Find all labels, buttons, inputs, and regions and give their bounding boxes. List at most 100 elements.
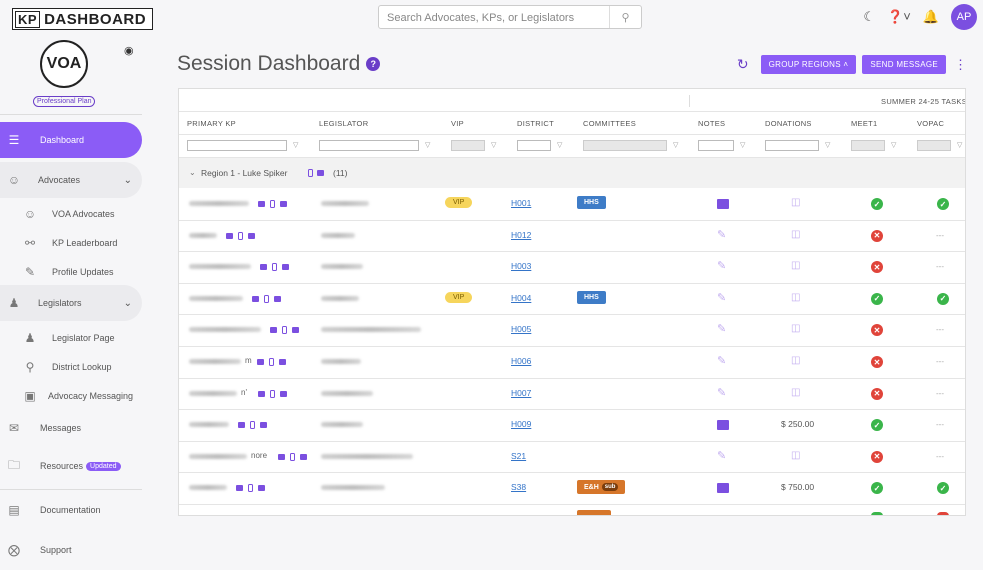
check-icon[interactable]: ✓ (871, 198, 883, 210)
col-legislator[interactable]: LEGISLATOR (319, 119, 369, 128)
note-edit-icon[interactable]: ✎ (717, 260, 727, 273)
filter-icon[interactable]: ▽ (891, 142, 897, 149)
search-icon[interactable]: ⚲ (609, 6, 641, 28)
sidebar-item-legislators[interactable]: ♟ Legislators ⌄ (0, 285, 142, 321)
district-link[interactable]: H004 (511, 292, 532, 303)
district-link[interactable]: H005 (511, 324, 532, 335)
col-vip[interactable]: VIP (451, 119, 464, 128)
district-link[interactable]: H001 (511, 198, 532, 208)
filter-icon[interactable]: ▽ (293, 142, 299, 149)
note-edit-icon[interactable]: ✎ (717, 228, 727, 241)
filter-icon[interactable]: ▽ (740, 142, 746, 149)
table-row[interactable]: nore S21 ✎ ◫ ✕ --- (179, 441, 965, 473)
donation-add-icon[interactable]: ◫ (791, 197, 801, 208)
note-edit-icon[interactable]: ✎ (717, 449, 727, 462)
more-options-icon[interactable]: ⋮ (954, 56, 967, 72)
filter-icon[interactable]: ▽ (425, 142, 431, 149)
sidebar-item-profile-updates[interactable]: ✎ Profile Updates (0, 264, 142, 280)
district-link[interactable]: H006 (511, 356, 532, 366)
cross-icon[interactable]: ✕ (871, 261, 883, 274)
table-row[interactable]: H005 ✎ ◫ ✕ --- (179, 314, 965, 346)
district-link[interactable]: H009 (511, 419, 532, 430)
check-icon[interactable]: ✓ (937, 198, 949, 210)
district-link[interactable]: H007 (511, 387, 532, 398)
note-edit-icon[interactable]: ✎ (717, 386, 727, 399)
sidebar-item-resources[interactable]: 🗀 Resources Updated (0, 458, 142, 474)
table-row[interactable]: H012 ✎ ◫ ✕ --- (179, 220, 965, 252)
note-filled-icon[interactable] (717, 199, 729, 209)
col-notes[interactable]: NOTES (698, 119, 726, 128)
sidebar-item-documentation[interactable]: ▤ Documentation (0, 502, 142, 518)
filter-district[interactable] (517, 140, 551, 151)
group-regions-button[interactable]: GROUP REGIONS ˄ (760, 55, 857, 74)
search-bar[interactable]: Search Advocates, KPs, or Legislators ⚲ (378, 5, 642, 29)
filter-meet1[interactable] (851, 140, 885, 151)
donation-add-icon[interactable]: ◫ (791, 355, 801, 366)
check-icon[interactable]: ✓ (871, 292, 883, 305)
district-link[interactable]: S21 (511, 450, 527, 461)
filter-donations[interactable] (765, 140, 819, 151)
sidebar-item-voa-advocates[interactable]: ☺ VOA Advocates (0, 206, 142, 222)
filter-primary-kp[interactable] (187, 140, 287, 151)
note-edit-icon[interactable]: ✎ (717, 355, 727, 367)
filter-notes[interactable] (698, 140, 734, 151)
target-icon[interactable]: ◉ (124, 45, 134, 57)
search-input[interactable]: Search Advocates, KPs, or Legislators (387, 12, 575, 24)
help-circle-icon[interactable]: ? (366, 57, 381, 71)
col-meet1[interactable]: MEET1 (851, 119, 878, 128)
note-edit-icon[interactable]: ✎ (717, 291, 727, 304)
sidebar-item-legislator-page[interactable]: ♟ Legislator Page (0, 330, 142, 346)
table-row[interactable]: n' H007 ✎ ◫ ✕ --- (179, 378, 965, 410)
filter-icon[interactable]: ▽ (825, 142, 831, 149)
sidebar-item-support[interactable]: ⨂ Support (0, 542, 142, 558)
donation-add-icon[interactable]: ◫ (791, 386, 801, 398)
filter-vopac[interactable] (917, 140, 951, 151)
check-icon[interactable]: ✓ (871, 482, 883, 495)
group-row[interactable]: ⌄ Region 1 - Luke Spiker (11) (179, 158, 965, 188)
table-row[interactable]: S38 E&H sub $ 750.00 ✓ ✓ (179, 472, 965, 504)
check-icon[interactable]: ✓ (871, 419, 883, 432)
col-committees[interactable]: COMMITTEES (583, 119, 636, 128)
sidebar-item-advocates[interactable]: ☺ Advocates ⌄ (0, 162, 142, 198)
col-primary-kp[interactable]: PRIMARY KP (187, 119, 236, 128)
cross-icon[interactable]: ✕ (871, 450, 883, 463)
note-filled-icon[interactable] (717, 420, 729, 431)
filter-icon[interactable]: ▽ (957, 142, 963, 149)
donation-add-icon[interactable]: ◫ (791, 449, 801, 461)
dark-mode-icon[interactable]: ☾ (863, 9, 876, 24)
help-icon[interactable]: ❓˅ (887, 9, 911, 24)
send-message-button[interactable]: SEND MESSAGE (862, 55, 946, 74)
filter-icon[interactable]: ▽ (491, 142, 497, 149)
filter-vip[interactable] (451, 140, 485, 151)
refresh-icon[interactable]: ↻ (736, 56, 749, 72)
filter-icon[interactable]: ▽ (557, 142, 563, 149)
table-row[interactable]: VIP H004 HHS ✎ ◫ ✓ ✓ (179, 283, 965, 315)
sidebar-item-advocacy-messaging[interactable]: ▣ Advocacy Messaging (0, 388, 142, 404)
district-link[interactable]: H012 (511, 229, 532, 240)
bell-icon[interactable]: 🔔 (922, 9, 939, 24)
cross-icon[interactable]: ✕ (871, 387, 883, 400)
sidebar-item-dashboard[interactable]: ☰ Dashboard (0, 122, 142, 158)
filter-committees[interactable] (583, 140, 667, 151)
cross-icon[interactable]: ✕ (871, 356, 883, 368)
note-edit-icon[interactable]: ✎ (717, 323, 727, 336)
table-row[interactable]: VIP H001 HHS ◫ ✓ ✓ (179, 188, 965, 220)
col-vopac[interactable]: VOPAC (917, 119, 945, 128)
filter-legislator[interactable] (319, 140, 419, 151)
donation-add-icon[interactable]: ◫ (791, 260, 801, 272)
filter-icon[interactable]: ▽ (673, 142, 679, 149)
donation-add-icon[interactable]: ◫ (791, 323, 801, 335)
check-icon[interactable]: ✓ (937, 482, 949, 495)
col-donations[interactable]: DONATIONS (765, 119, 812, 128)
donation-add-icon[interactable]: ◫ (791, 228, 801, 240)
cross-icon[interactable]: ✕ (871, 229, 883, 242)
avatar[interactable]: AP (951, 4, 977, 30)
check-icon[interactable]: ✓ (937, 292, 949, 305)
note-filled-icon[interactable] (717, 483, 729, 494)
table-row[interactable]: H009 $ 250.00 ✓ --- (179, 409, 965, 441)
donation-add-icon[interactable]: ◫ (791, 291, 801, 303)
sidebar-item-kp-leaderboard[interactable]: ⚯ KP Leaderboard (0, 235, 142, 251)
table-row[interactable]: m H006 ✎ ◫ ✕ --- (179, 346, 965, 378)
district-link[interactable]: S38 (511, 482, 527, 493)
cross-icon[interactable]: ✕ (871, 324, 883, 337)
